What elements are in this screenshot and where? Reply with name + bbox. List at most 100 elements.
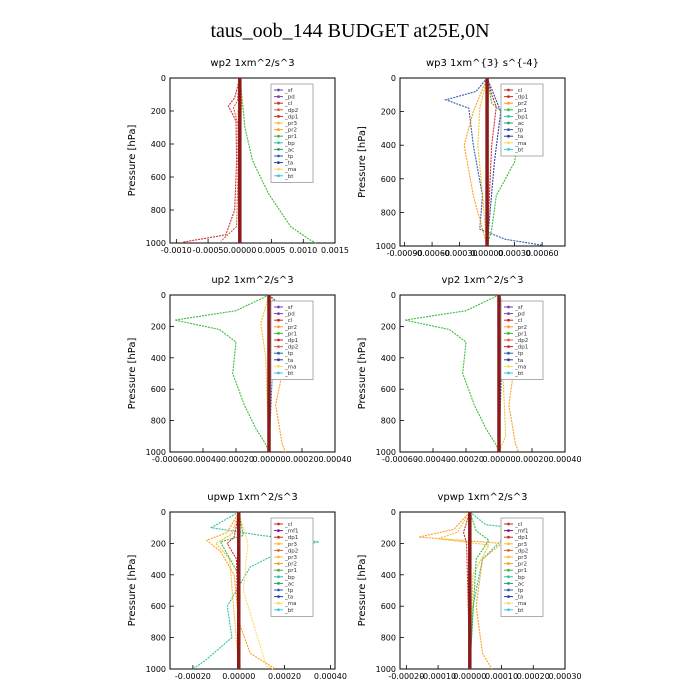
legend-entry: _tp (514, 351, 524, 357)
legend-entry: _ta (284, 358, 293, 364)
legend-marker (277, 318, 280, 322)
series-line-dp1 (462, 511, 471, 670)
legend-entry: _pr2 (284, 562, 297, 568)
legend-marker (277, 128, 280, 132)
legend-entry: _bt (284, 608, 294, 614)
legend-entry: _bp (284, 141, 295, 147)
legend-marker (507, 595, 510, 598)
legend-entry: _dp2 (514, 548, 528, 554)
y-tick-label: 1000 (376, 242, 396, 251)
x-tick-label: -0.00010 (420, 672, 456, 681)
y-tick-label: 0 (161, 74, 166, 83)
legend-entry: _tp (514, 588, 524, 594)
y-tick-label: 600 (381, 602, 396, 611)
legend-marker (507, 549, 510, 552)
panel-title: upwp 1xm^2/s^3 (207, 492, 297, 503)
legend-marker (507, 115, 510, 118)
legend-marker (277, 134, 280, 138)
legend-entry: _dp2 (284, 345, 298, 351)
x-tick-label: -0.00060 (414, 249, 450, 258)
series-line-pr2 (205, 511, 276, 670)
y-tick-label: 600 (151, 602, 166, 611)
x-tick-label: 0.00010 (485, 672, 518, 681)
y-tick-label: 800 (151, 417, 166, 426)
legend-entry: _pr2 (514, 562, 527, 568)
plot-frame (399, 511, 566, 670)
legend-marker (507, 108, 510, 112)
legend-marker (507, 312, 510, 315)
legend-entry: _ma (284, 167, 296, 173)
series-line-ta (486, 77, 502, 247)
legend-entry: _sf (514, 305, 524, 311)
y-tick-label: 200 (381, 322, 396, 331)
legend-marker (277, 582, 280, 585)
legend-entry: _bp1 (514, 114, 528, 120)
legend-entry: _cl (514, 88, 523, 94)
y-tick-label: 200 (151, 107, 166, 116)
series-line-pr1 (174, 294, 270, 453)
legend-marker (507, 529, 510, 532)
legend-marker (277, 101, 280, 105)
panel-title: wp2 1xm^2/s^3 (210, 58, 294, 69)
series-line-pr3 (214, 511, 240, 670)
y-tick-label: 600 (151, 385, 166, 394)
y-tick-label: 800 (151, 634, 166, 643)
legend-marker (507, 318, 510, 322)
legend-entry: _bp (514, 575, 525, 581)
legend-marker (277, 312, 280, 315)
legend-marker (507, 371, 510, 375)
legend-entry: _tp (284, 351, 294, 357)
x-tick-label: 0.00020 (285, 455, 318, 464)
legend-entry: _pr2 (514, 325, 527, 331)
plot-frame (169, 511, 336, 670)
y-tick-label: 600 (381, 175, 396, 184)
y-tick-label: 600 (151, 173, 166, 182)
plot-frame (169, 294, 336, 453)
series-line-bp (192, 511, 320, 670)
legend-entry: _bt (514, 608, 524, 614)
legend-marker (277, 365, 280, 368)
y-tick-label: 0 (391, 74, 396, 83)
legend-entry: _cl (514, 318, 523, 324)
legend-marker (277, 522, 280, 526)
panel-title: up2 1xm^2/s^3 (211, 275, 293, 286)
legend-marker (277, 167, 280, 171)
x-tick-label: 0.00060 (526, 249, 559, 258)
legend-marker (277, 338, 280, 342)
legend-marker (507, 582, 510, 585)
series-line-pr3 (477, 77, 488, 247)
x-tick-label: -0.00060 (152, 455, 188, 464)
y-tick-label: 400 (381, 141, 396, 150)
y-tick-label: 800 (151, 206, 166, 215)
legend-entry: _ac (284, 147, 294, 153)
y-tick-label: 800 (381, 417, 396, 426)
legend-marker (507, 365, 510, 368)
legend-marker (277, 141, 280, 145)
y-tick-label: 400 (381, 354, 396, 363)
series-line-pr1 (469, 511, 490, 670)
legend-entry: _ma (514, 141, 526, 147)
legend-marker (507, 562, 510, 565)
legend-entry: _tp (514, 128, 524, 134)
x-tick-label: 0.00030 (548, 672, 581, 681)
legend-entry: _pr3 (514, 542, 528, 548)
y-tick-label: 200 (381, 108, 396, 117)
x-tick-label: -0.00090 (387, 249, 423, 258)
legend-marker (507, 95, 510, 98)
legend-marker (507, 522, 510, 526)
panel-title: vpwp 1xm^2/s^3 (437, 492, 527, 503)
series-line-pr2 (463, 77, 488, 247)
y-tick-label: 200 (151, 322, 166, 331)
series-line-dp1 (226, 511, 240, 670)
y-tick-label: 200 (151, 539, 166, 548)
x-tick-label: 0.00020 (517, 672, 550, 681)
legend-entry: _bp (284, 575, 295, 581)
legend-marker (277, 345, 280, 348)
legend-marker (507, 542, 510, 546)
chart-panel-4: vp2 1xm^2/s^302004006008001000-0.00060-0… (357, 275, 582, 464)
legend-marker (277, 535, 280, 539)
legend-entry: _tp (284, 588, 294, 594)
legend-marker (277, 351, 280, 355)
legend-entry: _ac (284, 581, 294, 587)
legend-entry: _pd (284, 312, 295, 318)
